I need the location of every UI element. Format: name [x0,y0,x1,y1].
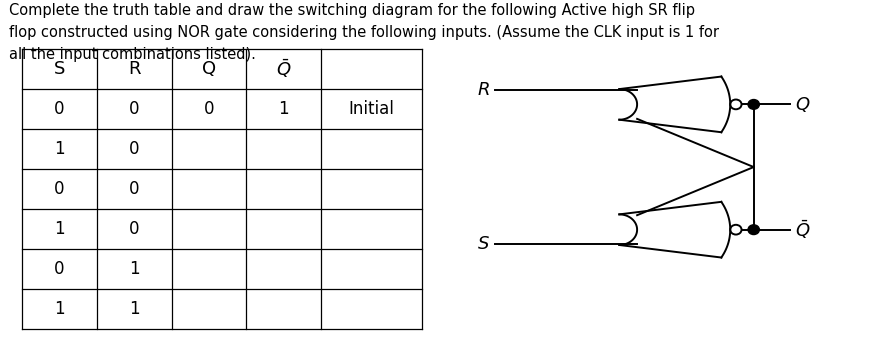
Circle shape [748,225,759,235]
Text: 1: 1 [128,260,140,278]
Text: 1: 1 [128,300,140,318]
Text: $S$: $S$ [476,235,489,253]
Text: Q: Q [202,60,216,78]
Circle shape [748,100,759,109]
Text: Initial: Initial [348,100,395,118]
Text: 0: 0 [55,180,64,198]
Text: 0: 0 [129,220,139,238]
Text: $\bar{Q}$: $\bar{Q}$ [795,219,810,241]
Text: $Q$: $Q$ [795,95,810,114]
Text: 0: 0 [129,140,139,158]
Text: 0: 0 [129,100,139,118]
Text: 0: 0 [55,100,64,118]
Text: $\bar{Q}$: $\bar{Q}$ [276,57,291,80]
Text: 1: 1 [54,300,65,318]
Text: 1: 1 [54,220,65,238]
Text: S: S [54,60,65,78]
Text: $R$: $R$ [477,81,489,99]
Text: 1: 1 [278,100,290,118]
Text: R: R [128,60,141,78]
Text: 0: 0 [204,100,214,118]
Text: 0: 0 [129,180,139,198]
Text: 0: 0 [55,260,64,278]
Text: 1: 1 [54,140,65,158]
Text: Complete the truth table and draw the switching diagram for the following Active: Complete the truth table and draw the sw… [9,3,719,62]
